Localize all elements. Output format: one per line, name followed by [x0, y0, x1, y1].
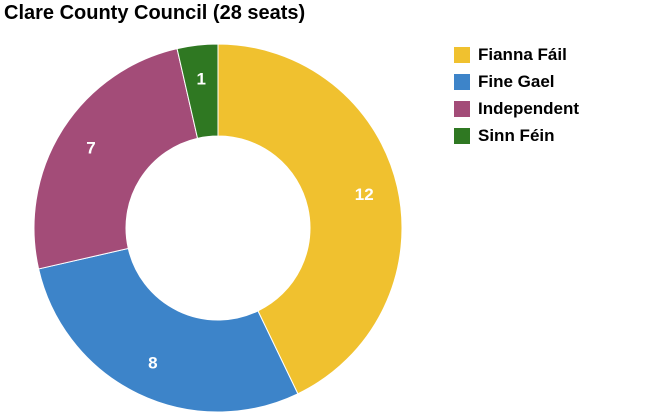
legend-label: Fianna Fáil — [478, 44, 567, 64]
legend-label: Independent — [478, 98, 580, 118]
legend-label: Sinn Féin — [478, 125, 555, 145]
slice-sinn-fein — [176, 43, 219, 139]
chart-legend: Fianna Fáil Fine Gael Independent Sinn Féin — [454, 41, 579, 149]
chart-title: Clare County Council (28 seats) — [4, 2, 306, 24]
legend-swatch — [454, 100, 470, 117]
slice-independent — [33, 48, 199, 270]
donut-slices — [33, 43, 403, 413]
slice-label-sinn-fein: 1 — [196, 69, 205, 88]
legend-item-sinn-fein: Sinn Féin — [454, 122, 579, 149]
legend-swatch — [454, 73, 470, 90]
slice-fine-gael — [38, 247, 299, 413]
legend-item-fine-gael: Fine Gael — [454, 68, 579, 95]
donut-slice-labels: 12 8 7 1 — [86, 69, 373, 372]
legend-item-fianna-fail: Fianna Fáil — [454, 41, 579, 68]
legend-label: Fine Gael — [478, 71, 555, 91]
slice-label-fianna-fail: 12 — [355, 185, 374, 204]
slice-label-independent: 7 — [86, 139, 95, 158]
slice-fianna-fail — [217, 43, 403, 395]
legend-swatch — [454, 127, 470, 144]
slice-label-fine-gael: 8 — [148, 354, 157, 373]
legend-item-independent: Independent — [454, 95, 579, 122]
legend-swatch — [454, 46, 470, 63]
